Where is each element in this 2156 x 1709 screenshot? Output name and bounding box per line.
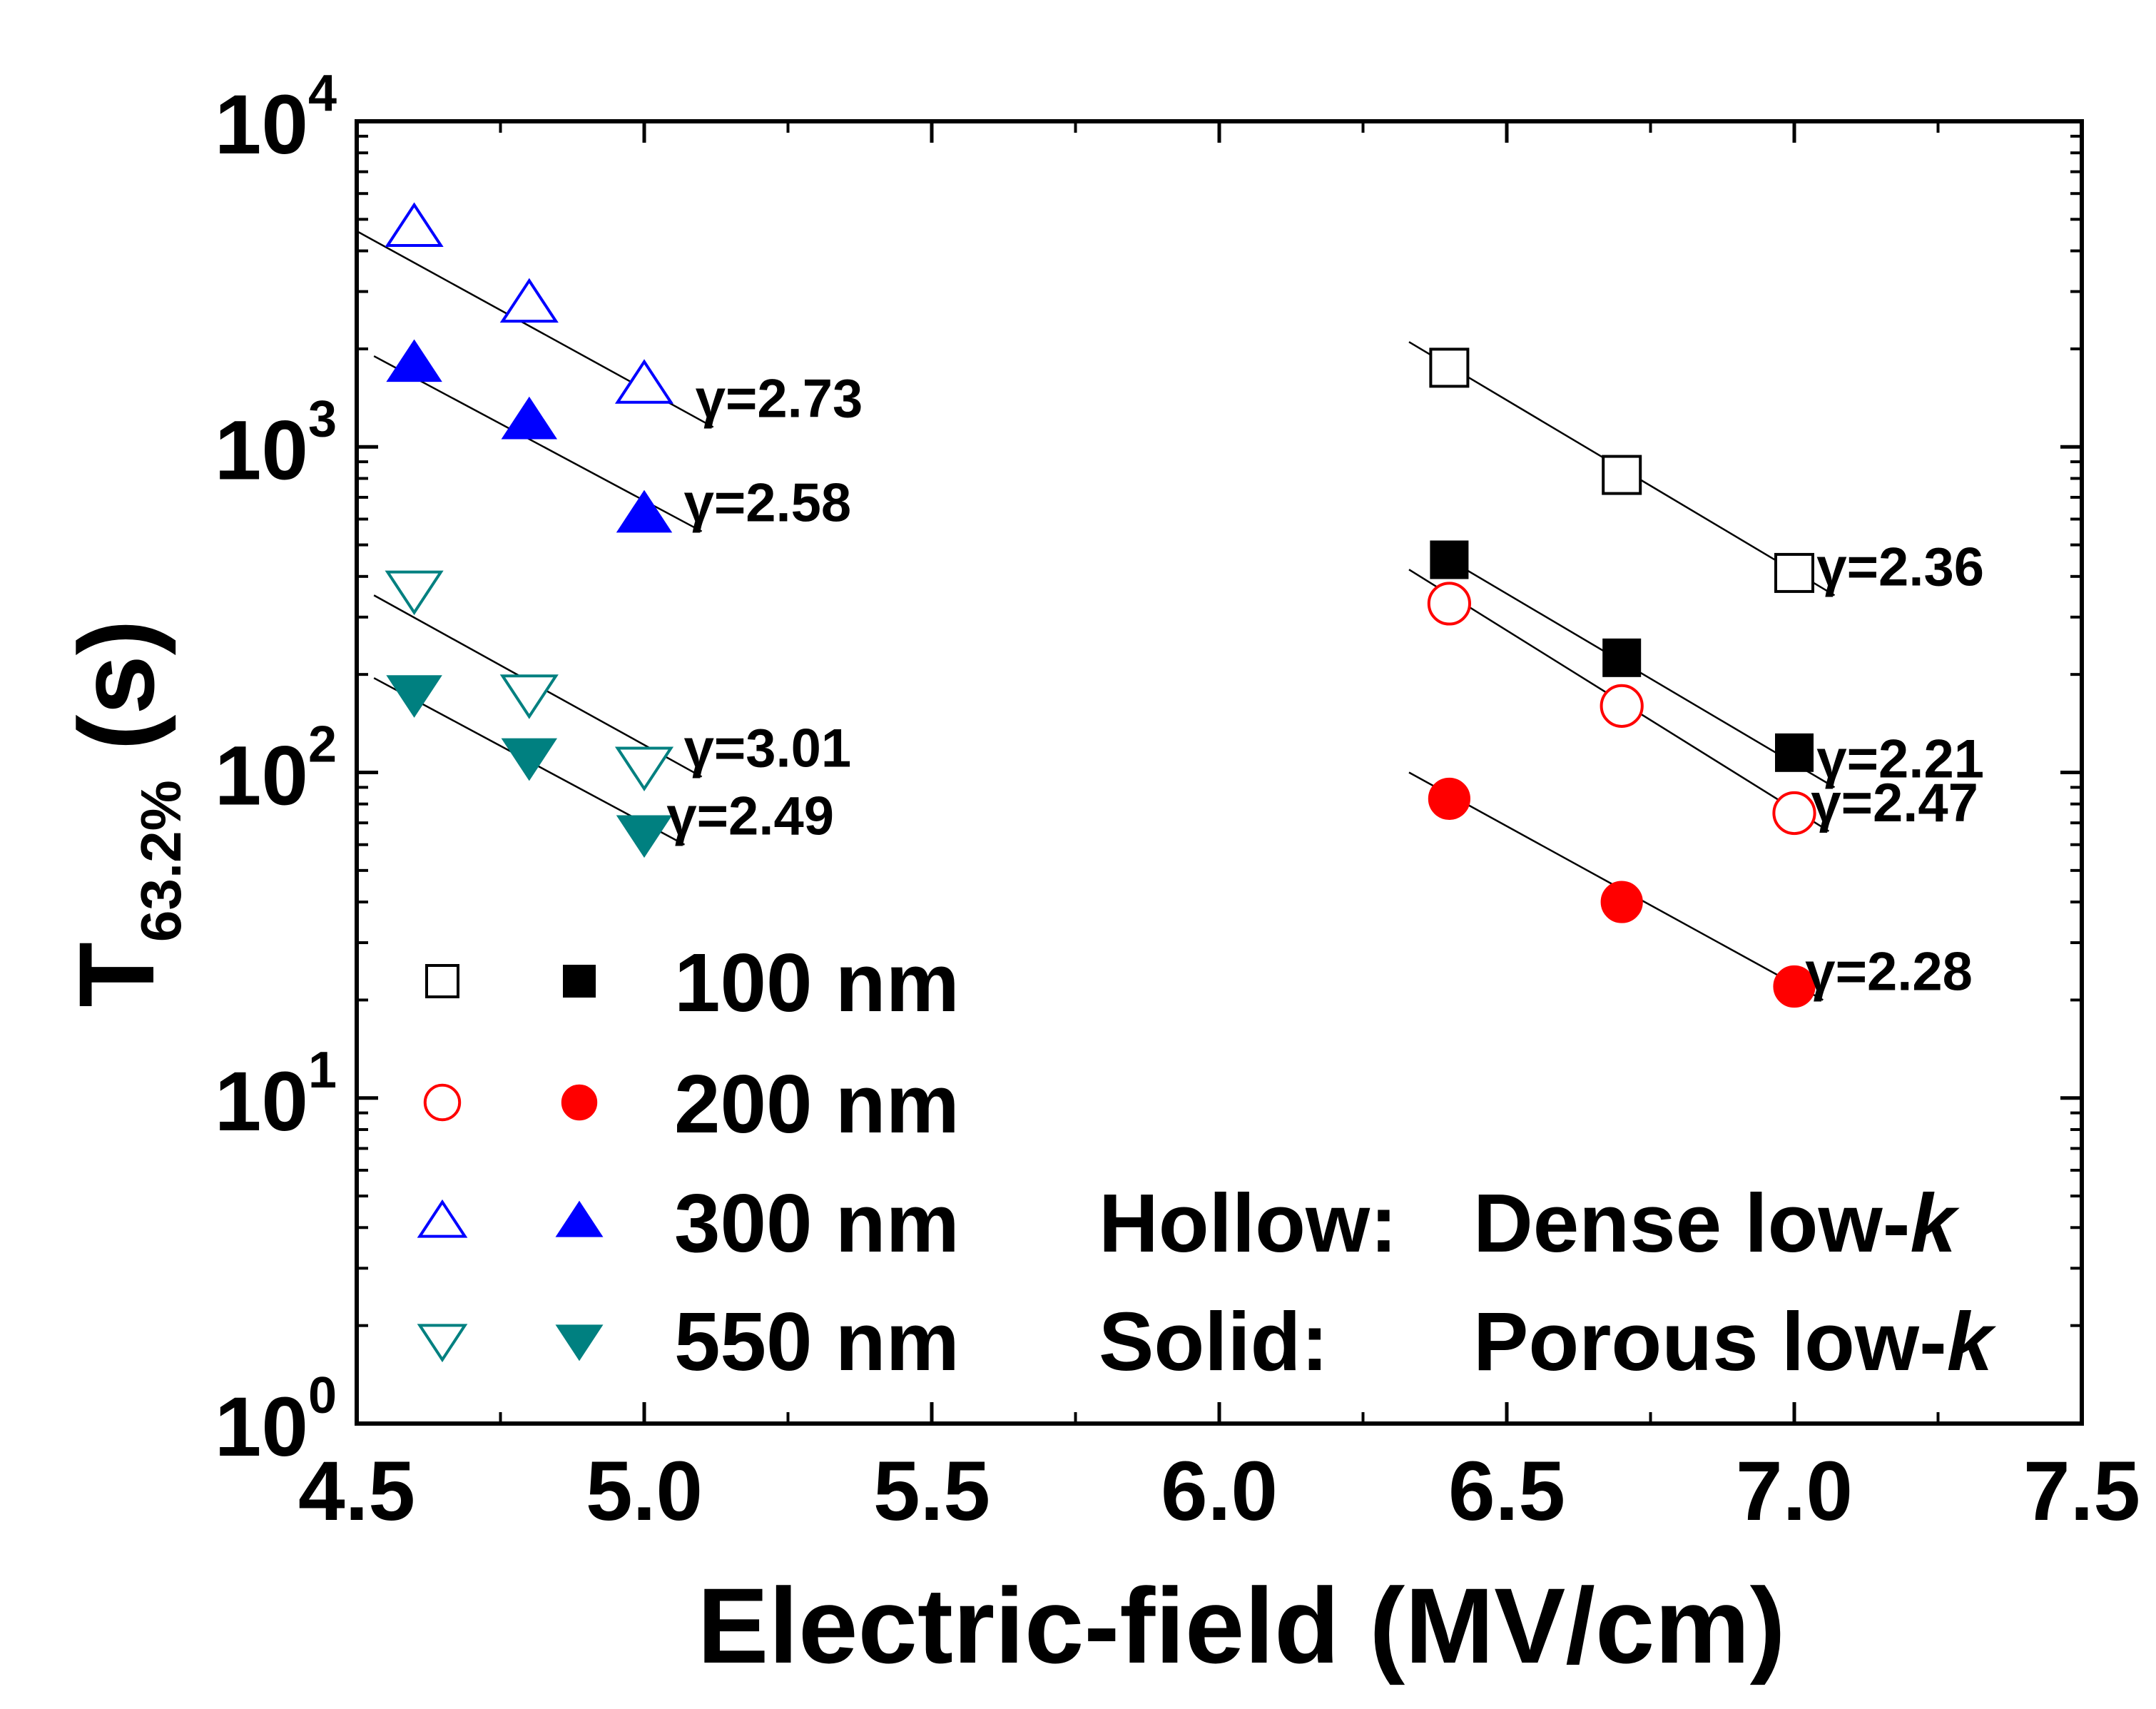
data-point	[1775, 733, 1814, 772]
legend-marker-hollow	[425, 964, 459, 998]
legend-note-k: k	[1910, 1177, 1960, 1269]
legend-label: 550 nm	[674, 1295, 960, 1388]
data-point	[1772, 791, 1816, 836]
fit-line	[1448, 559, 1836, 788]
data-point	[1773, 965, 1816, 1008]
y-axis-label-unit: (s)	[56, 619, 176, 780]
legend-label: 300 nm	[674, 1177, 960, 1269]
data-point	[1427, 582, 1472, 626]
legend-label: 200 nm	[674, 1058, 960, 1150]
data-point	[385, 202, 444, 247]
y-axis-label-sub: 63.2%	[129, 780, 193, 942]
y-tick-exponent: 2	[308, 716, 337, 774]
legend-marker-solid	[563, 965, 596, 998]
gamma-label: γ=3.01	[684, 719, 852, 779]
y-tick-base: 10	[215, 729, 308, 823]
y-tick-base: 10	[215, 78, 308, 172]
legend-note-desc: Dense low-k	[1473, 1177, 1960, 1269]
x-tick-label: 6.0	[1161, 1444, 1278, 1538]
legend-marker-hollow	[417, 1199, 468, 1238]
data-point	[385, 570, 444, 616]
y-tick-exponent: 1	[308, 1042, 337, 1099]
x-tick-label: 7.0	[1736, 1444, 1853, 1538]
y-tick-base: 10	[215, 1380, 308, 1474]
y-tick-exponent: 0	[308, 1367, 337, 1424]
data-point	[1430, 540, 1469, 579]
gamma-label: γ=2.36	[1816, 537, 1984, 597]
x-tick-label: 7.5	[2023, 1444, 2140, 1538]
x-tick-label: 6.5	[1448, 1444, 1565, 1538]
y-tick-label: 104	[215, 65, 337, 172]
gamma-label: γ=2.21	[1816, 729, 1984, 789]
data-point	[386, 339, 442, 382]
gamma-label: γ=2.73	[696, 369, 863, 430]
data-point	[616, 815, 673, 858]
data-point	[616, 490, 673, 533]
data-point	[1428, 777, 1471, 821]
plot-area: 4.5 5.0 5.5 6.0 6.5 7.0 7.5100101102103104γ=2.…	[215, 65, 2140, 1538]
data-point	[1774, 552, 1814, 593]
data-point	[1602, 638, 1642, 677]
legend-label: 100 nm	[674, 936, 960, 1029]
svg-text:T63.2% (s): T63.2% (s)	[56, 619, 193, 1007]
data-point	[1602, 455, 1642, 495]
legend-marker-solid	[561, 1084, 598, 1121]
x-tick-label: 4.5	[298, 1444, 415, 1538]
y-tick-exponent: 3	[308, 390, 337, 447]
legend-note-label: Solid:	[1099, 1295, 1328, 1388]
legend-note-label: Hollow:	[1099, 1177, 1398, 1269]
data-point	[501, 396, 558, 440]
data-point	[499, 278, 559, 323]
data-point	[614, 746, 674, 791]
y-tick-label: 100	[215, 1367, 337, 1474]
legend-note-desc: Porous low-k	[1473, 1295, 1997, 1388]
data-point	[501, 738, 558, 781]
gamma-label: γ=2.47	[1811, 773, 1978, 833]
y-tick-label: 101	[215, 1042, 337, 1149]
x-tick-label: 5.0	[586, 1444, 703, 1538]
legend-marker-solid	[555, 1324, 604, 1361]
data-point	[1429, 348, 1470, 388]
legend-marker-hollow	[417, 1324, 468, 1363]
y-tick-exponent: 4	[308, 65, 337, 122]
x-tick-label: 5.5	[873, 1444, 990, 1538]
y-axis-label: T63.2% (s)	[56, 619, 193, 1007]
data-point	[1600, 684, 1644, 728]
legend-marker-hollow	[423, 1083, 462, 1122]
legend-marker-solid	[555, 1200, 604, 1237]
y-axis-label-main: T	[56, 942, 176, 1008]
y-tick-label: 103	[215, 390, 337, 497]
gamma-label: γ=2.28	[1805, 941, 1973, 1002]
data-point	[499, 674, 559, 719]
y-tick-base: 10	[215, 1055, 308, 1149]
gamma-label: γ=2.49	[666, 786, 834, 847]
data-point	[1600, 881, 1643, 923]
data-point	[386, 675, 442, 718]
data-point	[614, 359, 674, 404]
y-tick-base: 10	[215, 403, 308, 497]
x-axis-label: Electric-field (MV/cm)	[697, 1566, 1785, 1685]
gamma-label: γ=2.58	[684, 473, 852, 534]
legend-note-k: k	[1947, 1295, 1997, 1388]
y-tick-label: 102	[215, 716, 337, 823]
